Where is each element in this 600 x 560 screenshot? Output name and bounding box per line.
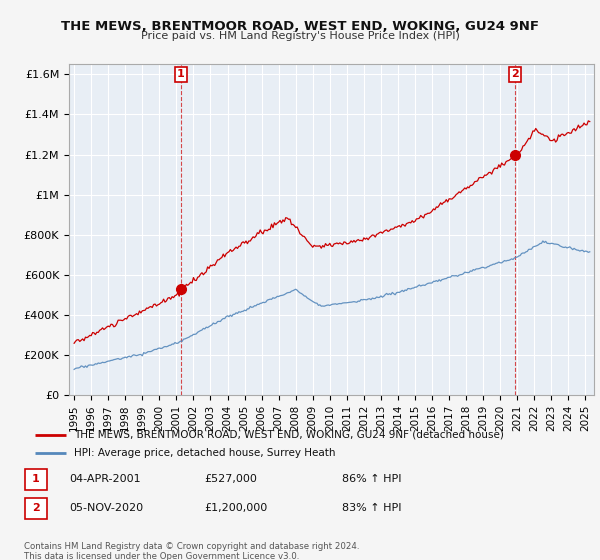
Text: 1: 1: [32, 474, 40, 484]
Text: £1,200,000: £1,200,000: [204, 503, 267, 514]
Text: THE MEWS, BRENTMOOR ROAD, WEST END, WOKING, GU24 9NF (detached house): THE MEWS, BRENTMOOR ROAD, WEST END, WOKI…: [74, 430, 504, 440]
Text: 05-NOV-2020: 05-NOV-2020: [69, 503, 143, 514]
Text: 83% ↑ HPI: 83% ↑ HPI: [342, 503, 401, 514]
Text: 86% ↑ HPI: 86% ↑ HPI: [342, 474, 401, 484]
Text: £527,000: £527,000: [204, 474, 257, 484]
Text: 2: 2: [511, 69, 518, 80]
Text: Price paid vs. HM Land Registry's House Price Index (HPI): Price paid vs. HM Land Registry's House …: [140, 31, 460, 41]
Text: Contains HM Land Registry data © Crown copyright and database right 2024.
This d: Contains HM Land Registry data © Crown c…: [24, 542, 359, 560]
Text: THE MEWS, BRENTMOOR ROAD, WEST END, WOKING, GU24 9NF: THE MEWS, BRENTMOOR ROAD, WEST END, WOKI…: [61, 20, 539, 32]
Text: 1: 1: [177, 69, 185, 80]
Text: HPI: Average price, detached house, Surrey Heath: HPI: Average price, detached house, Surr…: [74, 448, 336, 458]
Text: 04-APR-2001: 04-APR-2001: [69, 474, 140, 484]
Text: 2: 2: [32, 503, 40, 514]
